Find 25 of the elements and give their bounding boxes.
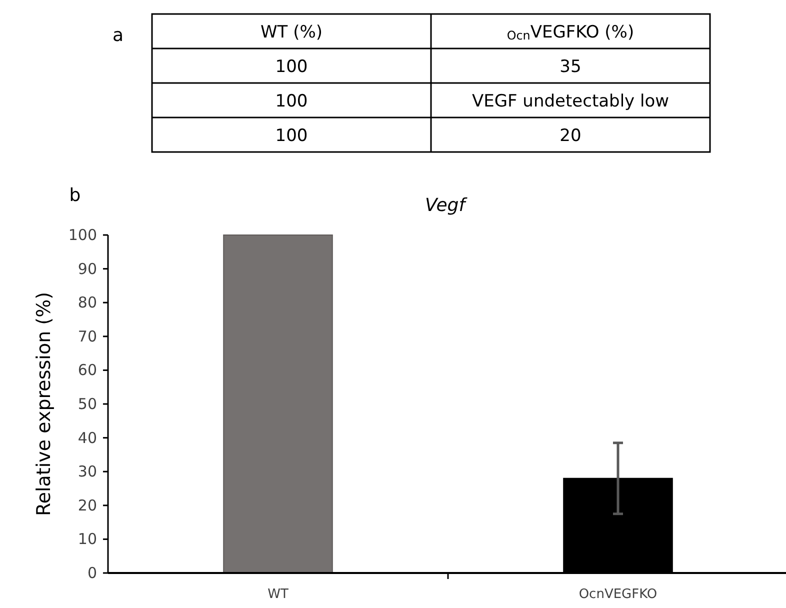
y-tick-label: 30 <box>78 462 97 481</box>
text: a <box>112 25 124 46</box>
y-tick-label: 50 <box>78 395 97 413</box>
y-tick-label: 0 <box>87 564 97 582</box>
y-tick-label: 100 <box>68 226 97 244</box>
y-tick-label: 60 <box>78 361 97 380</box>
text: VEGF undetectably low <box>472 91 670 112</box>
x-tick-label: WT <box>268 587 288 602</box>
y-tick-label: 80 <box>78 294 97 312</box>
chart-title: Vegf <box>424 195 468 216</box>
text: 35 <box>560 56 582 77</box>
y-axis-title: Relative expression (%) <box>33 292 55 516</box>
y-tick-label: 10 <box>78 530 97 548</box>
text: WT (%) <box>260 22 323 42</box>
y-tick-label: 90 <box>78 260 97 278</box>
text: 100 <box>275 56 308 77</box>
text: 100 <box>275 126 308 146</box>
x-tick-label: OcnVEGFKO <box>578 587 658 602</box>
text: 100 <box>275 91 308 112</box>
text: 20 <box>560 126 582 146</box>
y-tick-label: 20 <box>78 496 97 514</box>
y-tick-label: 70 <box>78 327 97 346</box>
text: $_{Ocn}$VEGFKO (%) <box>506 22 634 42</box>
y-tick-label: 40 <box>78 428 97 447</box>
text: b <box>69 185 81 206</box>
